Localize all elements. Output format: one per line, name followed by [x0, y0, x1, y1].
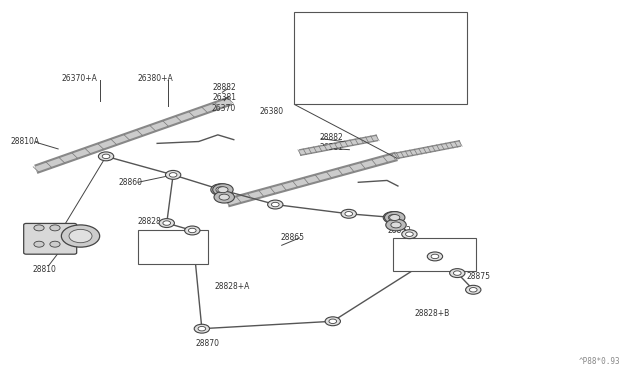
Text: 28852: 28852 — [143, 233, 167, 242]
Circle shape — [454, 271, 461, 275]
Text: 28852-: 28852- — [399, 240, 425, 249]
Circle shape — [61, 225, 100, 247]
Circle shape — [391, 222, 401, 228]
Circle shape — [159, 219, 174, 228]
Circle shape — [402, 230, 417, 238]
Bar — [294, 12, 467, 105]
Text: 26381: 26381 — [212, 93, 237, 102]
Circle shape — [388, 215, 399, 221]
Circle shape — [219, 194, 229, 200]
Circle shape — [383, 212, 404, 224]
Text: 26373P: 26373P — [315, 51, 344, 60]
Circle shape — [390, 215, 400, 221]
Circle shape — [466, 285, 481, 294]
Text: 26370+A: 26370+A — [61, 74, 97, 83]
Text: 28882: 28882 — [212, 83, 236, 92]
Circle shape — [271, 202, 279, 207]
Circle shape — [34, 241, 44, 247]
Text: 26380: 26380 — [259, 108, 284, 116]
Circle shape — [385, 212, 405, 224]
Circle shape — [211, 184, 231, 196]
Circle shape — [163, 221, 171, 225]
Circle shape — [450, 269, 465, 278]
Text: REFILLS-WIPER BLADE: REFILLS-WIPER BLADE — [339, 16, 423, 25]
Circle shape — [50, 225, 60, 231]
Circle shape — [69, 230, 92, 243]
Circle shape — [325, 317, 340, 326]
Circle shape — [341, 209, 356, 218]
Circle shape — [102, 154, 110, 158]
Circle shape — [386, 219, 406, 231]
Circle shape — [50, 241, 60, 247]
Text: 28828+B: 28828+B — [415, 310, 450, 318]
Text: [0698-    ]: [0698- ] — [141, 248, 176, 254]
Circle shape — [214, 191, 234, 203]
Circle shape — [406, 232, 413, 236]
Text: 28810: 28810 — [33, 265, 56, 274]
FancyBboxPatch shape — [24, 224, 77, 254]
Circle shape — [194, 324, 209, 333]
Circle shape — [212, 184, 233, 196]
Circle shape — [390, 215, 397, 220]
Circle shape — [213, 185, 228, 194]
Text: 26381: 26381 — [320, 142, 344, 151]
Circle shape — [386, 213, 401, 222]
Text: 28828+A: 28828+A — [214, 282, 250, 291]
Text: [0698-    ]: [0698- ] — [397, 255, 431, 262]
Bar — [394, 238, 476, 271]
Circle shape — [431, 254, 439, 259]
Text: 28852-: 28852- — [387, 226, 413, 235]
Circle shape — [34, 225, 44, 231]
Circle shape — [268, 200, 283, 209]
Text: 26373: 26373 — [369, 24, 393, 33]
Circle shape — [166, 170, 180, 179]
Text: 28870: 28870 — [195, 339, 220, 348]
Circle shape — [469, 288, 477, 292]
Circle shape — [216, 187, 226, 193]
Circle shape — [198, 327, 205, 331]
Text: <DRIVER>: <DRIVER> — [411, 58, 452, 67]
Text: (ASSIST): (ASSIST) — [314, 58, 346, 67]
Circle shape — [428, 252, 443, 261]
Text: 28860: 28860 — [119, 178, 143, 187]
Text: 26380+A: 26380+A — [138, 74, 173, 83]
Text: ^P88*0.93: ^P88*0.93 — [579, 357, 620, 366]
Circle shape — [217, 187, 225, 192]
Circle shape — [329, 319, 337, 324]
Circle shape — [188, 228, 196, 233]
Circle shape — [99, 152, 114, 161]
Text: 26370: 26370 — [211, 104, 236, 113]
Bar — [138, 231, 208, 264]
Text: 28865: 28865 — [280, 233, 305, 243]
Text: 28882: 28882 — [320, 133, 344, 142]
Circle shape — [184, 226, 200, 235]
Circle shape — [218, 187, 228, 193]
Circle shape — [170, 173, 177, 177]
Text: 26373M: 26373M — [416, 51, 447, 60]
Circle shape — [345, 212, 353, 216]
Text: 28810A: 28810A — [10, 137, 40, 146]
Text: 28875: 28875 — [467, 272, 491, 281]
Text: 28828: 28828 — [138, 217, 162, 226]
